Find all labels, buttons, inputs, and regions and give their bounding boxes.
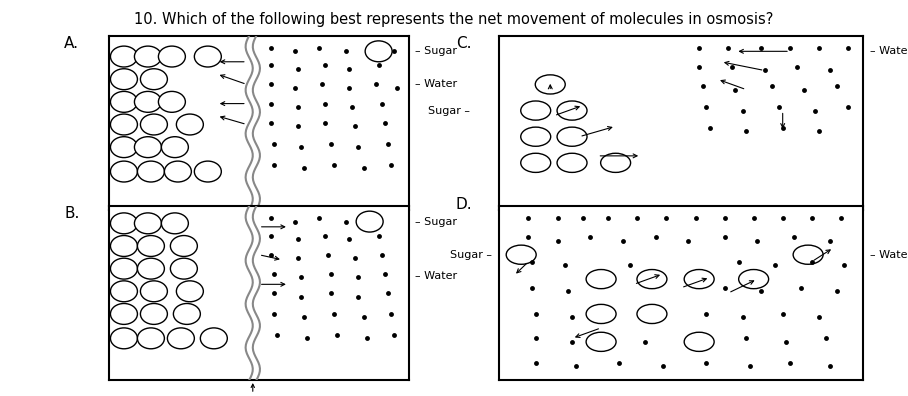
Ellipse shape [173, 303, 201, 324]
Ellipse shape [176, 281, 203, 302]
Ellipse shape [507, 245, 536, 264]
Ellipse shape [134, 213, 162, 234]
Ellipse shape [134, 46, 162, 67]
Ellipse shape [521, 101, 550, 120]
Ellipse shape [536, 75, 565, 94]
Ellipse shape [111, 303, 137, 324]
Ellipse shape [111, 281, 137, 302]
Ellipse shape [739, 270, 768, 289]
Ellipse shape [587, 332, 616, 351]
Ellipse shape [141, 303, 167, 324]
Ellipse shape [356, 211, 383, 232]
Ellipse shape [637, 305, 666, 324]
Ellipse shape [111, 213, 137, 234]
Text: – Water: – Water [870, 46, 908, 56]
Ellipse shape [194, 161, 222, 182]
Text: – Sugar: – Sugar [415, 46, 457, 56]
Ellipse shape [365, 41, 392, 62]
Ellipse shape [521, 127, 550, 146]
Ellipse shape [521, 153, 550, 172]
Ellipse shape [158, 91, 185, 112]
Text: D.: D. [456, 197, 472, 212]
Ellipse shape [794, 245, 824, 264]
Ellipse shape [162, 137, 188, 158]
Ellipse shape [137, 161, 164, 182]
Ellipse shape [141, 69, 167, 89]
Text: B.: B. [64, 206, 79, 221]
Text: – Water: – Water [870, 250, 908, 260]
Ellipse shape [111, 236, 137, 257]
Ellipse shape [637, 270, 666, 289]
Ellipse shape [685, 270, 715, 289]
Ellipse shape [601, 153, 630, 172]
Text: C.: C. [456, 36, 471, 51]
Text: – Water: – Water [415, 80, 457, 89]
Text: – Sugar: – Sugar [415, 217, 457, 227]
Ellipse shape [558, 101, 587, 120]
Ellipse shape [141, 114, 167, 135]
Ellipse shape [141, 281, 167, 302]
Ellipse shape [111, 46, 137, 67]
Ellipse shape [137, 328, 164, 349]
Ellipse shape [171, 258, 197, 279]
Ellipse shape [176, 114, 203, 135]
Ellipse shape [171, 236, 197, 257]
Ellipse shape [194, 46, 222, 67]
Ellipse shape [111, 161, 137, 182]
Ellipse shape [558, 153, 587, 172]
Ellipse shape [134, 137, 162, 158]
Ellipse shape [137, 258, 164, 279]
Ellipse shape [558, 127, 587, 146]
Ellipse shape [201, 328, 227, 349]
Ellipse shape [587, 305, 616, 324]
Ellipse shape [164, 161, 192, 182]
Ellipse shape [111, 114, 137, 135]
Ellipse shape [162, 213, 188, 234]
Ellipse shape [134, 91, 162, 112]
Ellipse shape [137, 236, 164, 257]
Ellipse shape [685, 332, 715, 351]
Ellipse shape [111, 328, 137, 349]
Ellipse shape [111, 91, 137, 112]
Text: – Water: – Water [415, 270, 457, 281]
Text: Sugar –: Sugar – [429, 106, 470, 116]
Text: 10. Which of the following best represents the net movement of molecules in osmo: 10. Which of the following best represen… [134, 12, 774, 27]
Text: A.: A. [64, 36, 79, 51]
Ellipse shape [587, 270, 616, 289]
Ellipse shape [167, 328, 194, 349]
Ellipse shape [111, 137, 137, 158]
Text: Semipermeable membrane: Semipermeable membrane [176, 231, 330, 241]
Ellipse shape [158, 46, 185, 67]
Text: Sugar –: Sugar – [450, 250, 492, 260]
Ellipse shape [111, 258, 137, 279]
Ellipse shape [111, 69, 137, 89]
